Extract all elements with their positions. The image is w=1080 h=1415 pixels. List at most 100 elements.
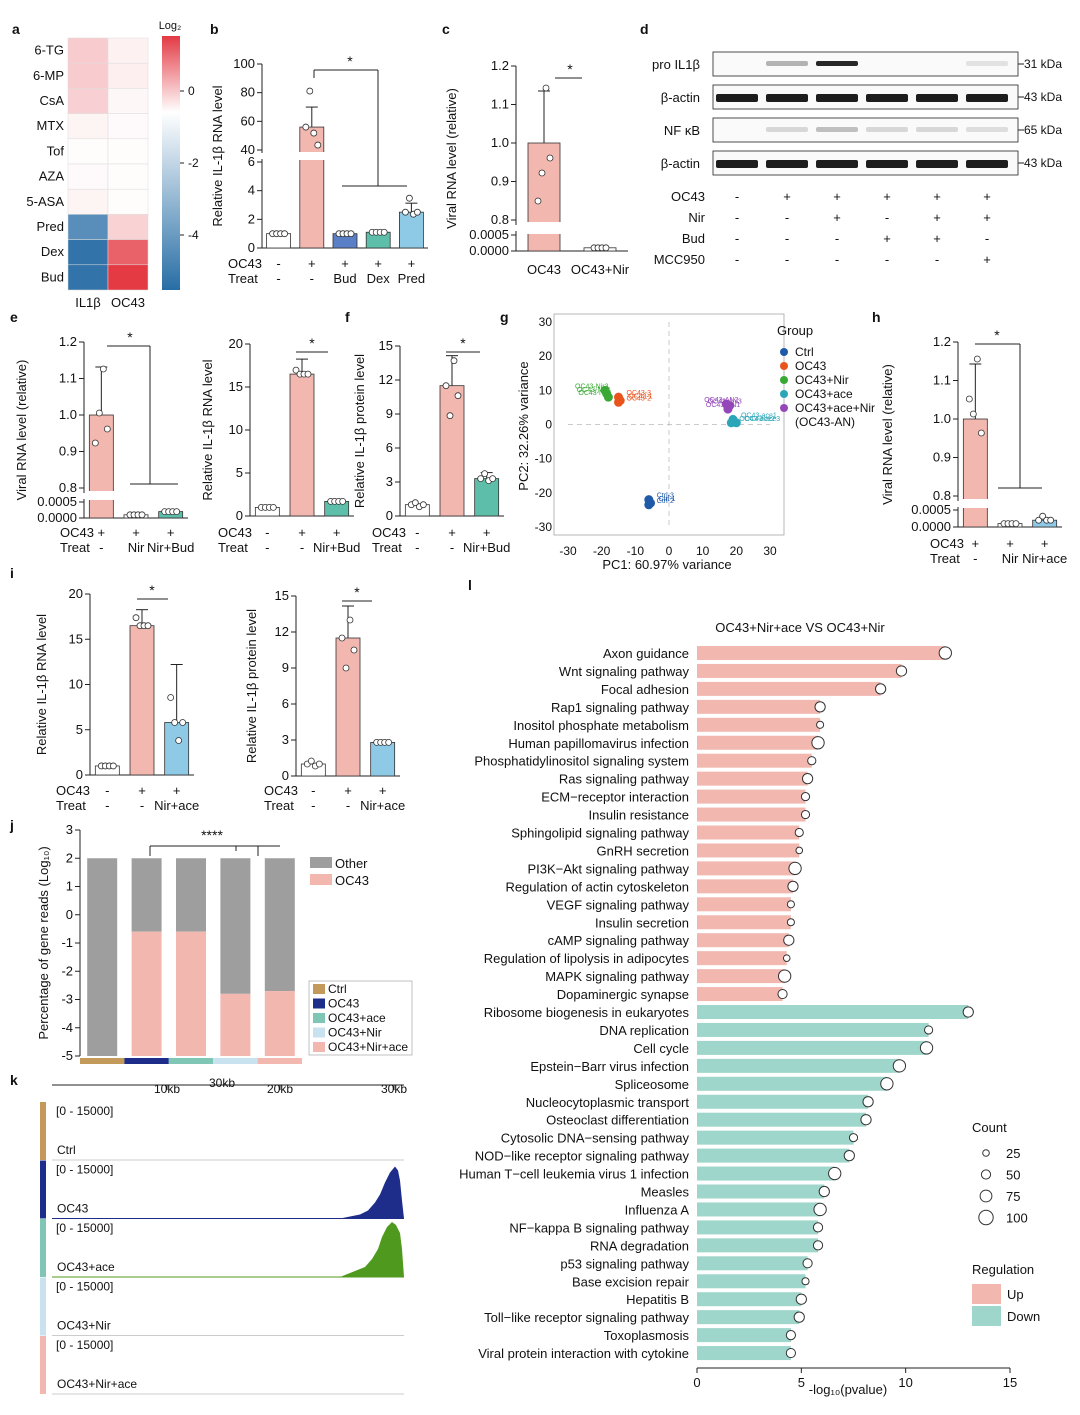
row-value: + [483,525,491,540]
replicate-dot [315,760,323,768]
replicate-dot [973,355,981,363]
blot-condition-value: + [983,210,991,225]
pathway-label: Insulin resistance [589,808,689,823]
bar [398,211,424,249]
y-tick-label: 1.1 [933,373,951,388]
pathway-label: Measles [641,1185,690,1200]
count-dot [962,1006,974,1018]
pathway-label: NOD−like receptor signaling pathway [475,1149,690,1164]
count-dot [860,1114,872,1126]
legend-swatch [313,1027,325,1038]
blot-condition-value: + [833,189,841,204]
y-tick-label: 0.0000 [911,519,951,534]
replicate-dot [965,395,973,403]
pathway-bar [697,969,785,984]
pathway-label: Rap1 signaling pathway [551,700,690,715]
legend-label: Down [1007,1309,1040,1324]
sig-star: * [347,53,353,69]
replicate-dot [269,503,277,511]
blot-condition-value: - [885,210,889,225]
replicate-dot [95,409,103,417]
replicate-dot [385,739,393,746]
y-tick-label: 30 [539,315,553,329]
count-dot [880,1077,894,1091]
heatmap-cell [107,239,149,266]
y-tick-label: 60 [241,113,255,128]
count-dot [802,1258,813,1269]
pathway-label: Dopaminergic synapse [557,987,689,1002]
pathway-bar [697,663,902,678]
pathway-label: ECM−receptor interaction [541,790,689,805]
count-dot [785,1330,797,1341]
blot-condition-value: + [933,189,941,204]
y-tick-label: 15 [379,338,393,353]
pathway-bar [697,1346,791,1361]
pathway-bar [697,897,791,912]
blot-kda-label: 43 kDa [1024,90,1062,104]
heatmap-row-label: Pred [37,219,64,234]
y-tick-label: 5 [76,722,83,737]
replicate-dot [419,501,427,509]
y-tick-label: -20 [535,486,553,500]
y-tick-label: 3 [282,732,289,747]
y-tick-label: 1.2 [933,334,951,349]
track-name: OC43+Nir+ace [57,1377,137,1391]
y-axis-title: Relative IL-1β RNA level [210,85,225,226]
pathway-bar [697,681,881,696]
blot-condition-value: + [983,252,991,267]
y-axis-title: Viral RNA level (relative) [880,364,895,505]
y-tick-label: 0.9 [933,450,951,465]
x-category-label: OC43 [527,262,561,277]
blot-condition-label: MCC950 [654,252,705,267]
pathway-label: Phosphatidylinositol signaling system [474,754,689,769]
replicate-dot [144,622,152,630]
blot-band [966,61,1008,66]
pathway-label: Regulation of actin cytoskeleton [505,879,689,894]
y-tick-label: 6 [248,154,255,169]
pathway-label: NF−kappa B signaling pathway [509,1220,689,1235]
y-tick-label: 9 [282,660,289,675]
pathway-bar [697,1184,825,1199]
y-tick-label: -3 [61,992,73,1007]
y-tick-label: 12 [379,372,393,387]
pathway-bar [697,1202,821,1217]
x-axis-title: -log₁₀(pvalue) [809,1382,887,1397]
heatmap-row-label: 6-TG [34,43,64,58]
pathway-bar [697,1166,835,1181]
pathway-label: GnRH secretion [597,843,689,858]
replicate-dot [546,154,554,162]
bar [289,373,315,517]
track-range-label: [0 - 15000] [56,1104,113,1118]
replicate-dot [977,429,985,437]
replicate-dot [281,230,289,238]
legend-title: Group [777,323,813,338]
track-name: OC43+ace [57,1260,115,1274]
row-value: + [408,256,416,271]
bar-other [220,858,251,994]
count-dot [783,934,795,946]
pca-point-label: OC43-Nir1 [578,390,612,397]
panel-letter-a: a [12,21,20,37]
pathway-label: Axon guidance [603,646,689,661]
bar-break-gap [88,491,115,500]
row-value: - [415,525,419,540]
bar-break-gap [962,499,989,508]
y-axis-title: Relative IL-1β RNA level [34,614,49,755]
y-tick-label: -10 [535,452,553,466]
bar-oc43 [131,931,162,1056]
replicate-dot [534,197,542,205]
count-dot [777,988,788,1000]
y-axis-title: Viral RNA level (relative) [14,360,29,501]
legend-size-dot [980,1169,992,1180]
axis-break [512,225,520,231]
colorbar-title: Log₂ [159,20,182,32]
track-name: Ctrl [57,1143,76,1157]
legend-swatch [780,362,788,370]
pca-point-label: OC43-Nir3 [575,383,609,390]
replicate-dot [1012,520,1020,527]
row-value: + [448,525,456,540]
y-axis-title: Relative IL-1β protein level [352,354,367,508]
y-tick-label: 0.8 [491,212,509,227]
